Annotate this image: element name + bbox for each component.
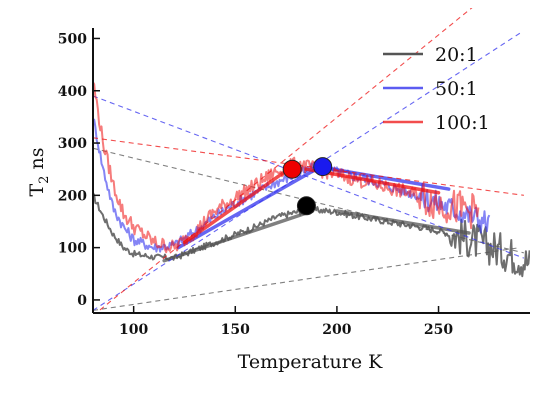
series-50-to-1-fit-high-dashed xyxy=(93,95,525,259)
y-tick-label: 500 xyxy=(58,31,87,47)
x-axis-title: Temperature K xyxy=(238,351,384,373)
y-tick-label: 200 xyxy=(58,188,87,204)
x-tick-label: 250 xyxy=(424,322,453,338)
y-axis-title-subscript: 2 xyxy=(37,176,52,184)
y-tick-label: 300 xyxy=(58,136,87,152)
series-100-to-1-fit-low-segment xyxy=(182,164,294,245)
y-axis-title: T2 ns xyxy=(26,148,52,197)
series-50-to-1-fit-low-dashed xyxy=(93,32,521,311)
legend-item-20-to-1-label: 20:1 xyxy=(435,44,478,66)
x-tick-label: 150 xyxy=(221,322,250,338)
series-50-to-1-fit-low-segment xyxy=(176,164,323,250)
series-100-to-1-peak-marker xyxy=(282,159,302,179)
y-tick-label: 0 xyxy=(77,293,87,309)
y-axis-title-main: T xyxy=(26,184,48,197)
axes-layer xyxy=(92,28,530,314)
legend-item-20-to-1: 20:1 xyxy=(383,44,478,66)
series-50-to-1-peak-marker xyxy=(313,157,333,177)
legend-item-50-to-1-label: 50:1 xyxy=(435,78,478,100)
series-layer xyxy=(93,8,530,313)
ticks-layer: 100 150 200 250 0 100 200 300 400 500 xyxy=(58,31,454,338)
x-tick-label: 200 xyxy=(322,322,351,338)
y-axis-title-unit: ns xyxy=(26,148,48,176)
series-20-to-1-fit-high-dashed xyxy=(93,147,525,254)
legend-item-100-to-1-label: 100:1 xyxy=(435,112,490,134)
legend-item-50-to-1: 50:1 xyxy=(383,78,478,100)
series-20-to-1-fit-low-segment xyxy=(162,209,315,263)
series-100-to-1-fit-high-dashed xyxy=(93,137,524,196)
y-tick-label: 400 xyxy=(58,84,87,100)
series-20-to-1-peak-marker xyxy=(296,196,316,216)
x-tick-label: 100 xyxy=(119,322,148,338)
legend-item-100-to-1: 100:1 xyxy=(383,112,490,134)
y-tick-label: 100 xyxy=(58,241,87,257)
series-100-to-1-fit-low-dashed xyxy=(95,8,473,313)
series-20-to-1-fit-low-dashed xyxy=(93,247,520,311)
legend: 20:1 50:1 100:1 xyxy=(383,44,490,134)
